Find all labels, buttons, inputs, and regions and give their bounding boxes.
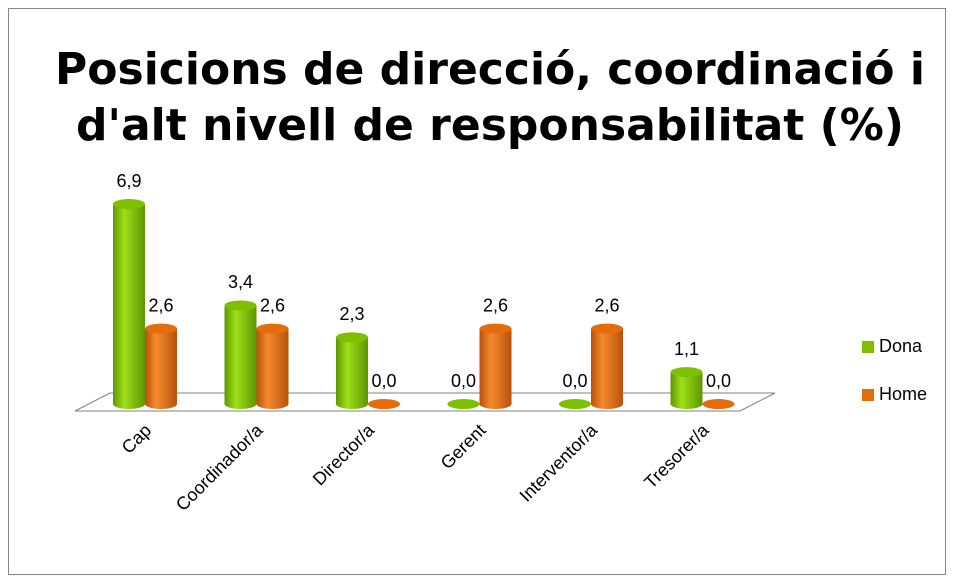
legend-label: Dona bbox=[879, 336, 923, 356]
data-label: 0,0 bbox=[562, 371, 587, 391]
data-label: 0,0 bbox=[706, 371, 731, 391]
bar bbox=[591, 328, 623, 409]
floor bbox=[74, 392, 776, 412]
chart-border bbox=[8, 8, 946, 575]
bar bbox=[256, 328, 289, 409]
bar bbox=[670, 372, 703, 409]
data-label: 0,0 bbox=[371, 371, 396, 391]
bar bbox=[145, 328, 177, 409]
bar bbox=[224, 305, 257, 409]
data-label: 2,6 bbox=[148, 295, 173, 315]
bar-top bbox=[479, 323, 512, 334]
bar-top bbox=[559, 399, 591, 409]
bar-top bbox=[224, 300, 257, 311]
data-label: 3,4 bbox=[228, 272, 253, 292]
bar-top bbox=[702, 399, 735, 409]
bar-top bbox=[256, 323, 289, 334]
bar-top bbox=[368, 399, 400, 409]
data-label: 2,6 bbox=[483, 295, 508, 315]
data-label: 2,3 bbox=[339, 304, 364, 324]
legend-label: Home bbox=[879, 384, 927, 404]
bar bbox=[479, 328, 512, 409]
bar bbox=[336, 337, 368, 409]
chart-title: d'alt nivell de responsabilitat (%) bbox=[76, 100, 904, 151]
data-label: 0,0 bbox=[451, 371, 476, 391]
legend-swatch bbox=[862, 389, 874, 401]
data-label: 2,6 bbox=[594, 295, 619, 315]
chart-title: Posicions de direcció, coordinació i bbox=[55, 44, 925, 95]
data-label: 2,6 bbox=[260, 295, 285, 315]
bar-top bbox=[113, 199, 145, 209]
data-label: 1,1 bbox=[674, 339, 699, 359]
data-label: 6,9 bbox=[116, 171, 141, 191]
bar-top bbox=[336, 332, 368, 343]
bar-top bbox=[145, 323, 177, 334]
bar-top bbox=[447, 399, 480, 409]
bar bbox=[113, 204, 145, 409]
bar-top bbox=[591, 323, 623, 334]
legend-swatch bbox=[862, 341, 874, 353]
bar-top bbox=[670, 367, 703, 378]
